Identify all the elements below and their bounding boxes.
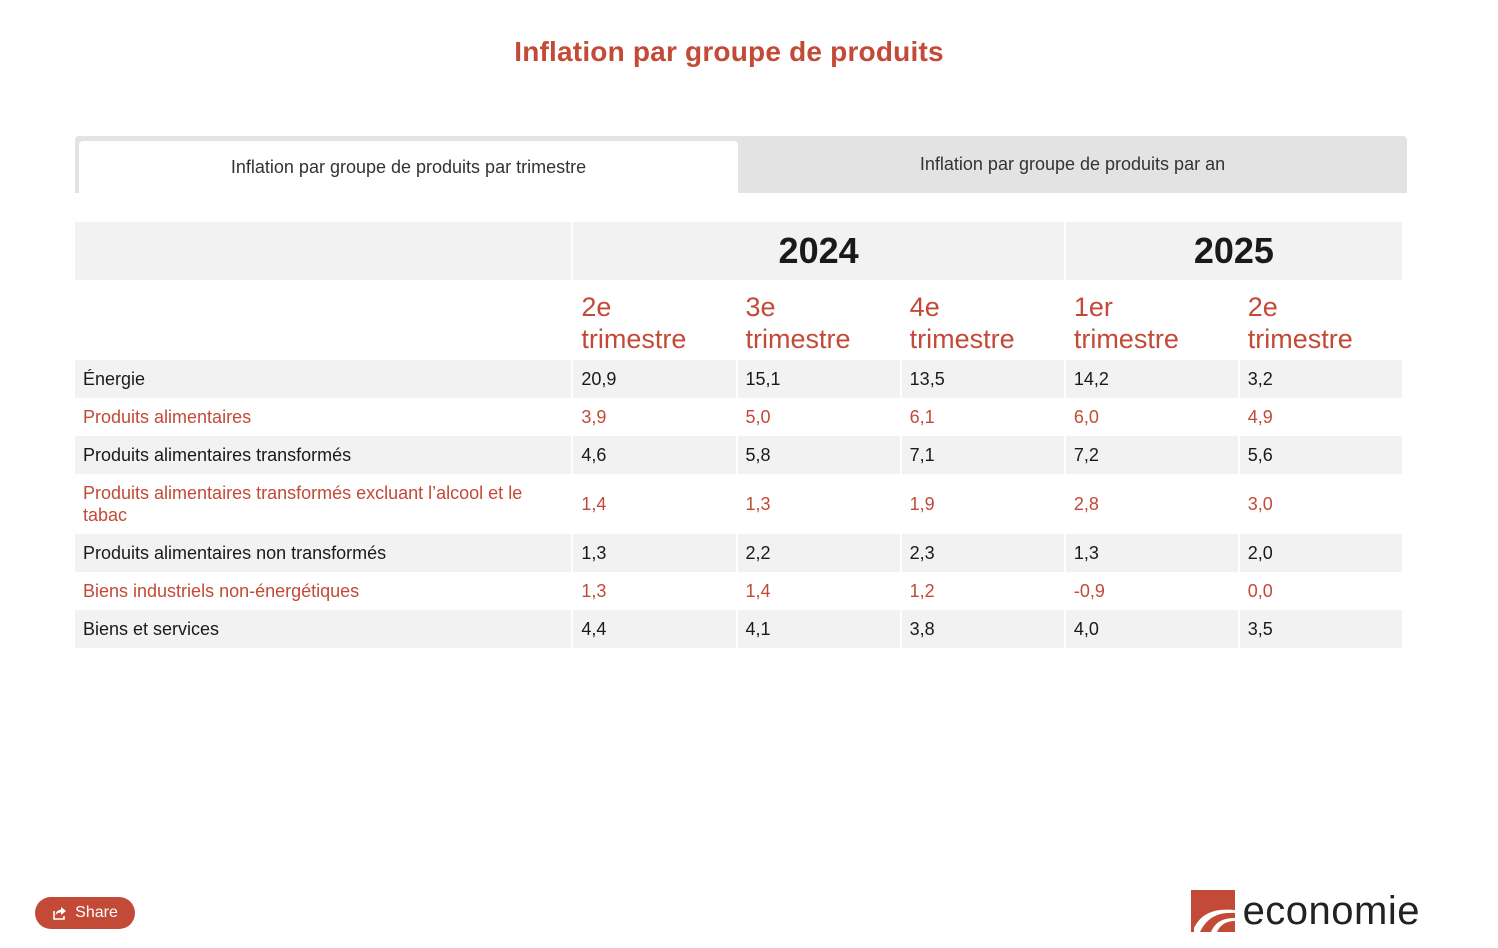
tab-bar: Inflation par groupe de produits par tri… [75, 136, 1407, 193]
year-header-2024: 2024 [573, 222, 1064, 280]
share-button[interactable]: Share [35, 897, 135, 929]
table-cell: 2,8 [1073, 494, 1099, 514]
table-cell: 3,8 [901, 610, 1064, 648]
table-cell: 1,4 [745, 580, 771, 601]
quarter-header: 3e trimestre [745, 292, 851, 354]
table-cell: 5,6 [1239, 436, 1402, 474]
table-cell: 4,6 [573, 436, 736, 474]
quarter-header-blank [75, 280, 571, 360]
row-label: Produits alimentaires transformés exclua… [83, 483, 523, 525]
table-cell: 20,9 [573, 360, 736, 398]
table-cell: 5,0 [745, 406, 771, 427]
year-header-blank [75, 222, 572, 280]
inflation-table: 2024 2025 2e trimestre 3e trimestre 4e trim… [73, 222, 1404, 648]
share-label: Share [75, 904, 118, 921]
quarter-header: 2e trimestre [1247, 292, 1353, 354]
table-cell: 2,3 [901, 534, 1064, 572]
economie-logo-text: economie [1242, 888, 1420, 933]
table-cell: 1,3 [573, 534, 736, 572]
table-cell: 1,3 [581, 580, 607, 601]
row-label: Biens industriels non-énergétiques [83, 580, 360, 601]
table-cell: 3,5 [1239, 610, 1402, 648]
table-cell: 6,0 [1073, 406, 1099, 427]
table-cell: 14,2 [1065, 360, 1238, 398]
quarter-header: 1er trimestre [1073, 292, 1179, 354]
economie-logo-mark-icon [1190, 890, 1235, 932]
table-cell: 1,4 [581, 494, 607, 514]
table-cell: -0,9 [1073, 580, 1105, 601]
table-cell: 1,9 [909, 494, 935, 514]
quarter-header-row: 2e trimestre 3e trimestre 4e trimestre 1er t… [75, 280, 1402, 360]
economie-logo: economie [1190, 888, 1420, 934]
table-cell: 3,9 [581, 406, 607, 427]
table-cell: 3,2 [1239, 360, 1402, 398]
table-cell: 4,4 [573, 610, 736, 648]
page-title: Inflation par groupe de produits [514, 36, 944, 67]
table-row: Biens et services 4,4 4,1 3,8 4,0 3,5 [75, 610, 1402, 648]
table-cell: 4,0 [1065, 610, 1238, 648]
table-cell: 2,0 [1239, 534, 1402, 572]
table-cell: 7,2 [1065, 436, 1238, 474]
tab-par-trimestre[interactable]: Inflation par groupe de produits par tri… [79, 141, 738, 193]
year-header-row: 2024 2025 [75, 222, 1402, 280]
table-cell: 7,1 [901, 436, 1064, 474]
year-header-2025: 2025 [1065, 222, 1402, 280]
tab-par-an[interactable]: Inflation par groupe de produits par an [919, 154, 1226, 174]
table-cell: 3,0 [1247, 494, 1273, 514]
table-row: Produits alimentaires non transformés 1,… [75, 534, 1402, 572]
table-cell: 15,1 [737, 360, 900, 398]
quarter-header: 4e trimestre [909, 292, 1015, 354]
table-row: Produits alimentaires 3,9 5,0 6,1 6,0 4,… [75, 398, 1402, 436]
table-cell: 4,9 [1247, 406, 1273, 427]
share-icon [53, 907, 67, 920]
table-cell: 6,1 [909, 406, 935, 427]
row-label: Biens et services [75, 610, 572, 648]
table-row: Produits alimentaires transformés exclua… [75, 474, 1402, 534]
row-label: Produits alimentaires transformés [75, 436, 572, 474]
table-row: Énergie 20,9 15,1 13,5 14,2 3,2 [75, 360, 1402, 398]
table-cell: 2,2 [737, 534, 900, 572]
table-cell: 5,8 [737, 436, 900, 474]
table-cell: 1,3 [1065, 534, 1238, 572]
table-cell: 13,5 [901, 360, 1064, 398]
table-cell: 0,0 [1247, 580, 1273, 601]
row-label: Énergie [75, 360, 572, 398]
row-label: Produits alimentaires [83, 406, 252, 427]
quarter-header: 2e trimestre [581, 292, 687, 354]
row-label: Produits alimentaires non transformés [75, 534, 572, 572]
table-cell: 1,2 [909, 580, 935, 601]
table-row: Produits alimentaires transformés 4,6 5,… [75, 436, 1402, 474]
table-cell: 1,3 [745, 494, 771, 514]
table-cell: 4,1 [737, 610, 900, 648]
table-row: Biens industriels non-énergétiques 1,3 1… [75, 572, 1402, 610]
